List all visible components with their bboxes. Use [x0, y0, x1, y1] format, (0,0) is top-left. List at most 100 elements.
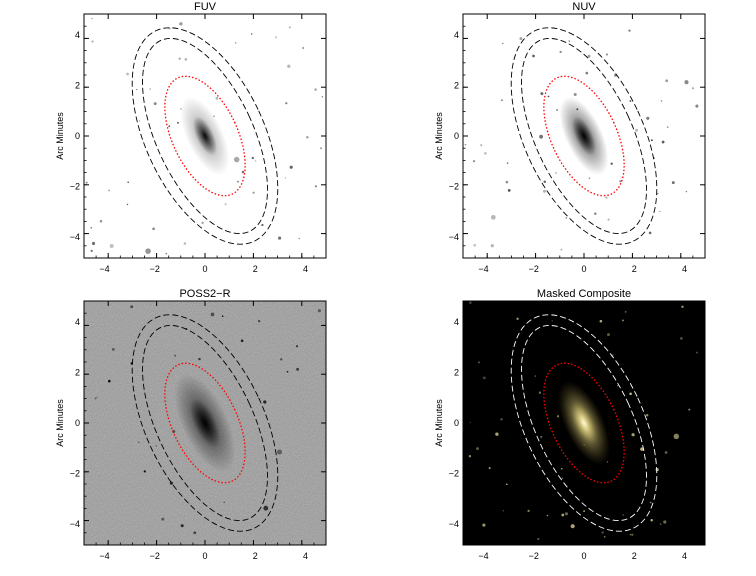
- y-tick-label: 0: [75, 418, 80, 428]
- tick-labels-x-nuv: −4 −2 0 2 4: [478, 264, 687, 274]
- x-tick-label: 2: [253, 551, 258, 561]
- star-point: [645, 414, 649, 417]
- star-point: [472, 160, 476, 163]
- galaxy-core: [572, 116, 596, 156]
- apertures-poss2r: [131, 314, 279, 532]
- star-point: [223, 501, 226, 504]
- panel-poss2r: POSS2−R −4 −2 0 2 4 4 2 0 −2 −4 Arc Minu…: [55, 288, 308, 561]
- panel-title-composite: Masked Composite: [537, 288, 631, 300]
- star-point: [237, 180, 239, 183]
- star-point: [540, 435, 543, 438]
- x-tick-label: −4: [99, 551, 109, 561]
- star-point: [473, 243, 477, 247]
- star-point: [516, 317, 519, 321]
- galaxy-fuv: [180, 96, 230, 176]
- star-point: [198, 357, 201, 361]
- star-point: [695, 104, 699, 108]
- x-tick-label: 0: [202, 264, 207, 274]
- star-point: [250, 33, 253, 35]
- star-point: [664, 451, 668, 454]
- star-point: [696, 351, 698, 354]
- panel-composite: Masked Composite −4 −2 0 2 4 4 2 0 −2 −4…: [434, 288, 687, 561]
- y-tick-label: 2: [454, 368, 459, 378]
- star-point: [556, 108, 559, 111]
- star-point: [505, 483, 508, 486]
- x-tick-label: −2: [150, 264, 160, 274]
- galaxy-core: [571, 402, 597, 444]
- star-point: [564, 512, 569, 516]
- star-point: [617, 385, 619, 387]
- star-point: [127, 181, 130, 184]
- star-point: [629, 534, 632, 536]
- star-point: [153, 102, 157, 106]
- star-point: [671, 181, 675, 185]
- star-point: [178, 57, 181, 60]
- tick-labels-y-nuv: 4 2 0 −2 −4: [449, 30, 459, 242]
- y-tick-label: 4: [454, 317, 459, 327]
- y-tick-label: 2: [454, 81, 459, 91]
- tick-labels-x-fuv: −4 −2 0 2 4: [99, 264, 308, 274]
- x-tick-label: 0: [581, 264, 586, 274]
- star-point: [601, 531, 604, 534]
- star-point: [666, 126, 669, 129]
- star-point: [507, 189, 511, 192]
- star-point: [547, 95, 550, 98]
- star-point: [607, 218, 610, 221]
- x-tick-label: 4: [303, 551, 308, 561]
- star-point: [605, 53, 609, 56]
- star-point: [527, 509, 530, 513]
- star-point: [649, 501, 652, 504]
- star-point: [91, 40, 94, 43]
- star-point: [475, 447, 480, 451]
- star-point: [685, 190, 688, 193]
- star-point: [648, 231, 652, 235]
- x-tick-label: −4: [478, 551, 488, 561]
- star-point: [565, 217, 568, 219]
- star-point: [241, 170, 245, 174]
- star-point: [302, 46, 305, 50]
- star-point: [468, 454, 472, 458]
- star-point: [469, 301, 472, 304]
- star-point: [484, 152, 487, 155]
- star-point: [478, 361, 480, 364]
- star-point: [274, 36, 278, 39]
- star-point: [298, 237, 300, 240]
- star-point: [519, 37, 523, 41]
- x-tick-label: −2: [150, 551, 160, 561]
- star-point: [573, 92, 577, 97]
- star-point: [319, 147, 323, 150]
- star-point: [502, 510, 504, 512]
- star-point: [165, 252, 168, 255]
- star-point: [640, 447, 644, 451]
- aperture-outer-1: [142, 324, 268, 522]
- star-point: [155, 445, 158, 447]
- y-axis-label-nuv: Arc Minutes: [434, 112, 444, 160]
- apertures-composite: [510, 314, 658, 532]
- aperture-inner: [543, 75, 625, 197]
- star-point: [610, 162, 613, 165]
- star-point: [490, 214, 496, 220]
- star-point: [287, 64, 291, 68]
- star-point: [594, 212, 597, 215]
- star-point: [234, 42, 237, 44]
- star-point: [532, 54, 535, 58]
- star-point: [585, 71, 589, 75]
- star-point: [502, 42, 504, 45]
- star-point: [321, 95, 324, 98]
- star-point: [143, 470, 146, 473]
- star-point: [560, 248, 563, 251]
- star-point: [285, 102, 288, 105]
- star-point: [168, 125, 171, 128]
- star-point: [659, 210, 661, 213]
- star-point: [85, 181, 88, 184]
- panel-fuv: FUV −4 −2 0 2 4 4 2 0 −2 −4 Arc Minutes: [55, 1, 308, 274]
- aperture-outer-1: [142, 37, 268, 235]
- star-point: [261, 223, 264, 227]
- star-point: [210, 312, 215, 317]
- tick-labels-x-poss2r: −4 −2 0 2 4: [99, 551, 308, 561]
- star-point: [619, 180, 622, 183]
- y-tick-label: −4: [449, 232, 459, 242]
- star-point: [286, 370, 289, 373]
- star-point: [96, 396, 98, 398]
